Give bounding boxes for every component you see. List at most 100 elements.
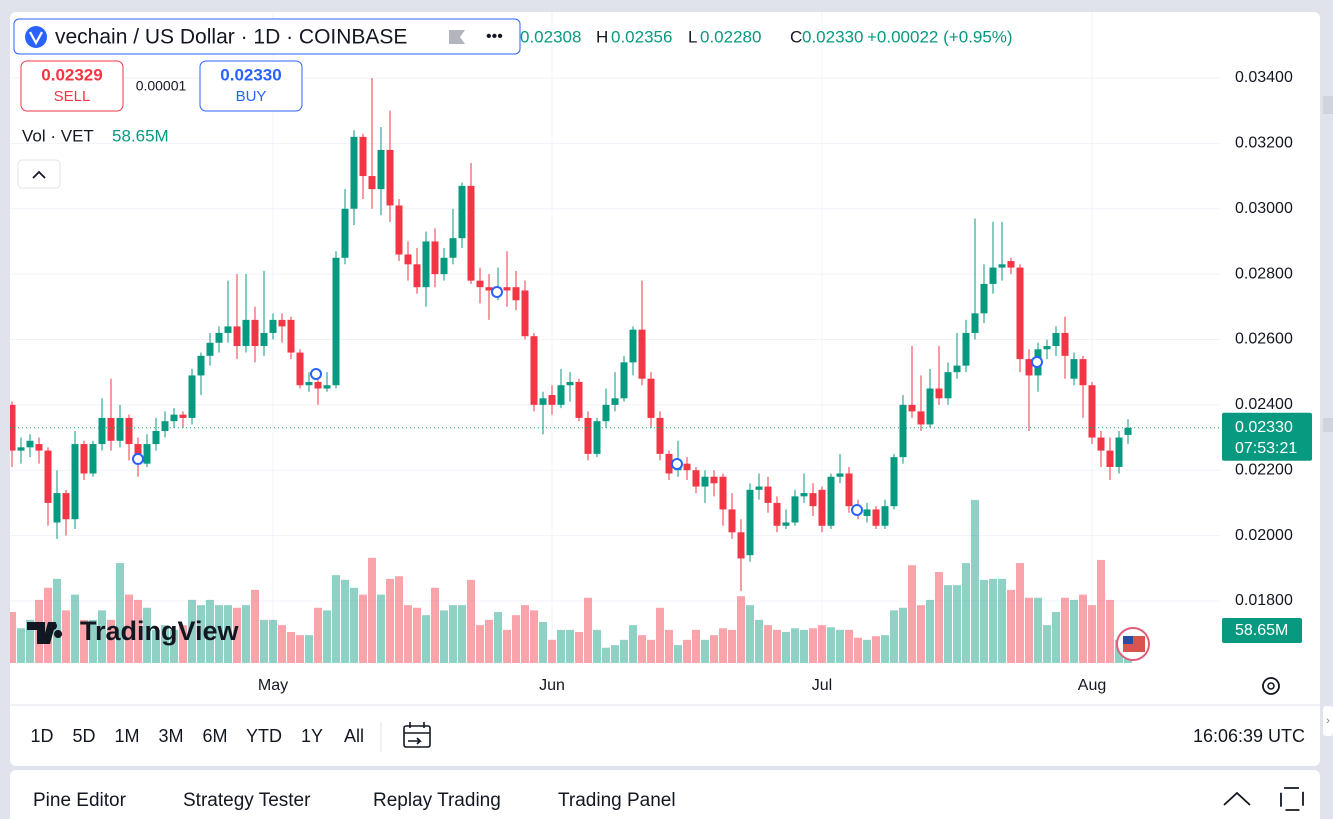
timeframe-button[interactable]: 6M — [202, 726, 227, 746]
candle-body — [863, 509, 871, 516]
flag-button[interactable] — [449, 30, 465, 44]
sell-button[interactable] — [20, 60, 124, 112]
volume-bar — [854, 637, 862, 663]
panel-tab[interactable]: Trading Panel — [558, 790, 676, 811]
volume-bar — [71, 594, 79, 663]
volume-bar — [1052, 611, 1060, 663]
timeframe-button[interactable]: YTD — [246, 726, 282, 746]
candle-body — [287, 319, 295, 353]
candle-body — [656, 417, 664, 454]
more-button[interactable]: ••• — [486, 28, 503, 45]
buy-button[interactable] — [199, 60, 303, 112]
event-marker[interactable] — [671, 458, 683, 470]
maximize-icon[interactable] — [1280, 787, 1304, 811]
candle-body — [827, 476, 835, 526]
candle-body — [206, 342, 214, 356]
candle-body — [953, 365, 961, 373]
x-tick-label: Jun — [539, 677, 565, 694]
volume-bar — [242, 605, 250, 663]
candle-body — [782, 522, 790, 526]
flag-canton — [1123, 636, 1133, 644]
volume-bar — [1061, 597, 1069, 663]
volume-bar — [260, 619, 268, 663]
timeframe-button[interactable]: All — [344, 726, 364, 746]
volume-bar — [629, 625, 637, 663]
event-marker[interactable] — [310, 368, 322, 380]
volume-legend-value: 58.65M — [112, 126, 169, 145]
candle-body — [575, 381, 583, 418]
event-marker[interactable] — [851, 504, 863, 516]
settings-gear[interactable] — [1262, 677, 1280, 695]
legend-value: 0.02330 — [802, 27, 863, 46]
countdown: 07:53:21 — [1235, 440, 1297, 457]
volume-bar — [314, 607, 322, 663]
candle-body — [557, 385, 565, 405]
volume-bar — [539, 621, 547, 663]
timeframe-button[interactable]: 1Y — [301, 726, 323, 746]
volume-bar — [215, 605, 223, 663]
x-tick-label: May — [258, 677, 288, 694]
panel-tab[interactable]: Replay Trading — [373, 790, 501, 811]
candle-body — [107, 417, 115, 441]
candle-body — [872, 509, 880, 526]
event-marker[interactable] — [132, 453, 144, 465]
volume-bar — [755, 619, 763, 663]
candle-body — [10, 404, 16, 451]
candle-body — [683, 463, 691, 471]
candle-body — [89, 444, 97, 474]
volume-bar — [908, 565, 916, 663]
panel-tab[interactable]: Pine Editor — [33, 790, 127, 811]
panel-tab[interactable]: Strategy Tester — [183, 790, 311, 811]
timeframe-button[interactable]: 1D — [30, 726, 53, 746]
symbol-box[interactable] — [13, 18, 521, 55]
candle-body — [620, 362, 628, 399]
volume-bar — [134, 599, 142, 663]
volume-bar — [431, 587, 439, 663]
candle-body — [44, 450, 52, 503]
candle-body — [917, 411, 925, 425]
volume-bar — [107, 619, 115, 663]
volume-bar — [476, 625, 484, 663]
collapse-button[interactable] — [17, 159, 61, 189]
candle-body — [1124, 427, 1132, 435]
candle-body — [215, 332, 223, 343]
volume-bar — [152, 629, 160, 663]
candle-body — [17, 447, 25, 451]
volume-bar — [305, 635, 313, 663]
volume-bar — [440, 610, 448, 663]
volume-bar — [980, 579, 988, 663]
volume-bar — [872, 636, 880, 663]
candle-body — [926, 388, 934, 425]
candle-body — [377, 149, 385, 190]
timeframe-button[interactable]: 1M — [114, 726, 139, 746]
volume-bar — [818, 625, 826, 663]
volume-bar — [350, 587, 358, 663]
volume-bar — [782, 631, 790, 663]
expand-icon[interactable] — [1223, 791, 1251, 806]
volume-bar — [683, 639, 691, 663]
volume-bar — [395, 576, 403, 663]
timeframe-button[interactable]: 5D — [72, 726, 95, 746]
timeframe-button[interactable]: 3M — [158, 726, 183, 746]
candle-body — [647, 378, 655, 418]
candle-body — [836, 473, 844, 477]
volume-bar — [116, 563, 124, 663]
volume-bar — [386, 578, 394, 663]
candle-body — [431, 241, 439, 275]
candle-body — [1061, 332, 1069, 356]
sell-label: SELL — [54, 88, 91, 105]
date-range-icon[interactable] — [403, 725, 431, 748]
volume-bar — [359, 594, 367, 663]
event-marker[interactable] — [491, 286, 503, 298]
candle-body — [638, 329, 646, 379]
candle-body — [746, 489, 754, 556]
side-toggle[interactable] — [1323, 706, 1333, 736]
candle-body — [764, 486, 772, 503]
side-toggle-icon: › — [1326, 715, 1330, 727]
candle-body — [881, 506, 889, 526]
event-marker[interactable] — [1031, 356, 1043, 368]
candle-body — [242, 319, 250, 347]
candle-body — [53, 493, 61, 523]
candle-body — [323, 385, 331, 389]
candle-body — [440, 257, 448, 275]
